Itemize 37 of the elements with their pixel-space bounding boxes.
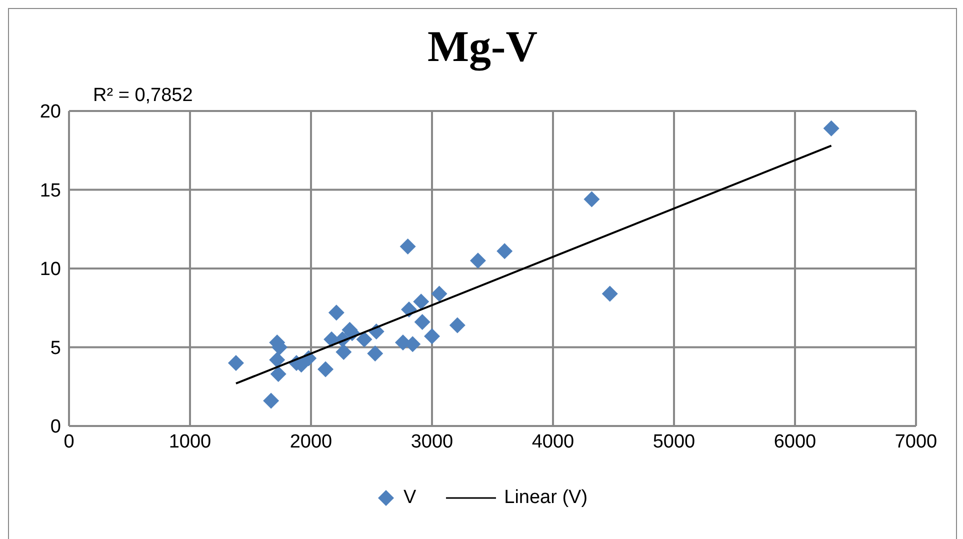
y-tick-label: 10 [40,259,61,280]
point [414,314,430,330]
legend-label: Linear (V) [504,487,588,509]
y-tick-label: 20 [40,102,61,123]
x-tick-label: 7000 [894,431,938,452]
y-tick-label: 0 [50,416,61,438]
point [413,294,430,310]
point [470,252,486,269]
point [449,317,466,334]
x-tick-label: 5000 [652,431,696,452]
point [823,120,840,136]
point [367,346,384,362]
point [431,286,448,302]
point [356,331,372,348]
x-tick-label: 3000 [410,431,454,452]
point [602,286,618,302]
y-tick-label: 5 [50,338,61,359]
y-tick-label: 15 [40,180,61,202]
chart-title: Mg-V [426,21,538,72]
point [336,344,352,360]
point [400,238,416,254]
point [228,355,244,371]
x-tick-label: 1000 [168,431,212,452]
point [424,328,440,344]
point [584,191,600,208]
point [270,366,286,382]
point [263,392,280,409]
text: R² = 0,7852 [93,85,193,106]
x-tick-label: 0 [64,431,74,452]
point [269,352,286,368]
point [318,361,334,378]
point [328,304,344,321]
x-tick-label: 6000 [774,431,816,452]
x-tick-label: 2000 [290,431,332,452]
point [496,243,513,260]
legend-label: V [403,487,416,509]
x-tick-label: 4000 [532,431,574,452]
